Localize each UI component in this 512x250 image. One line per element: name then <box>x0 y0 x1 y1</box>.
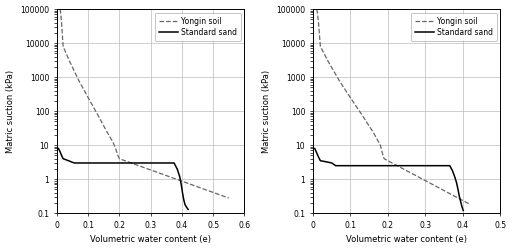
Standard sand <box>317 159 324 162</box>
Standard sand <box>355 164 361 167</box>
Standard sand <box>393 164 399 167</box>
Standard sand <box>439 164 445 167</box>
Standard sand <box>332 164 338 167</box>
Standard sand <box>424 164 430 167</box>
Standard sand <box>428 164 434 167</box>
Yongin soil <box>125 160 132 164</box>
Standard sand <box>459 206 465 209</box>
Standard sand <box>317 159 324 162</box>
Standard sand <box>416 164 422 167</box>
Standard sand <box>325 161 331 164</box>
Standard sand <box>397 164 403 167</box>
Legend: Yongin soil, Standard sand: Yongin soil, Standard sand <box>411 13 497 41</box>
Line: Standard sand: Standard sand <box>58 148 188 209</box>
X-axis label: Volumetric water content (e): Volumetric water content (e) <box>346 236 467 244</box>
Standard sand <box>390 164 396 167</box>
Standard sand <box>378 164 385 167</box>
Standard sand <box>348 164 354 167</box>
Yongin soil <box>143 167 149 170</box>
Line: Standard sand: Standard sand <box>315 148 463 210</box>
Standard sand <box>455 188 461 191</box>
Yongin soil <box>421 178 427 182</box>
Line: Yongin soil: Yongin soil <box>316 9 471 204</box>
Yongin soil <box>430 183 436 186</box>
Yongin soil <box>57 8 63 10</box>
Standard sand <box>420 164 426 167</box>
Standard sand <box>89 162 95 164</box>
Standard sand <box>413 164 419 167</box>
Standard sand <box>460 209 466 212</box>
Standard sand <box>315 156 322 158</box>
Standard sand <box>162 162 168 164</box>
Standard sand <box>454 181 460 184</box>
Standard sand <box>185 208 191 211</box>
Standard sand <box>359 164 365 167</box>
Standard sand <box>401 164 407 167</box>
Y-axis label: Matric suction (kPa): Matric suction (kPa) <box>262 70 270 153</box>
Standard sand <box>435 164 441 167</box>
Standard sand <box>321 160 327 163</box>
Standard sand <box>458 202 464 204</box>
Standard sand <box>382 164 388 167</box>
Standard sand <box>55 147 61 150</box>
Yongin soil <box>313 8 319 10</box>
Standard sand <box>329 162 335 164</box>
Standard sand <box>177 175 183 178</box>
Yongin soil <box>394 164 400 167</box>
Legend: Yongin soil, Standard sand: Yongin soil, Standard sand <box>155 13 241 41</box>
Standard sand <box>446 164 453 167</box>
Standard sand <box>443 164 449 167</box>
Standard sand <box>313 151 319 154</box>
Standard sand <box>371 164 377 167</box>
Standard sand <box>340 164 346 167</box>
Standard sand <box>312 147 318 150</box>
Standard sand <box>405 164 411 167</box>
Y-axis label: Matric suction (kPa): Matric suction (kPa) <box>6 70 14 153</box>
Standard sand <box>432 164 438 167</box>
Standard sand <box>142 162 148 164</box>
Standard sand <box>363 164 369 167</box>
Standard sand <box>450 169 456 172</box>
Yongin soil <box>157 172 163 175</box>
Standard sand <box>386 164 392 167</box>
Standard sand <box>446 164 453 167</box>
Yongin soil <box>116 157 122 160</box>
Standard sand <box>344 164 350 167</box>
Yongin soil <box>467 203 474 206</box>
Standard sand <box>367 164 373 167</box>
Standard sand <box>336 164 343 167</box>
Yongin soil <box>221 195 227 198</box>
Standard sand <box>452 175 458 178</box>
Standard sand <box>409 164 415 167</box>
Line: Yongin soil: Yongin soil <box>60 9 229 198</box>
Yongin soil <box>414 175 420 178</box>
Standard sand <box>456 196 462 198</box>
Standard sand <box>352 164 358 167</box>
Yongin soil <box>419 177 425 180</box>
X-axis label: Volumetric water content (e): Volumetric water content (e) <box>90 236 211 244</box>
Standard sand <box>134 162 140 164</box>
Standard sand <box>374 164 380 167</box>
Yongin soil <box>358 113 365 116</box>
Yongin soil <box>206 189 212 192</box>
Yongin soil <box>226 196 232 200</box>
Standard sand <box>137 162 143 164</box>
